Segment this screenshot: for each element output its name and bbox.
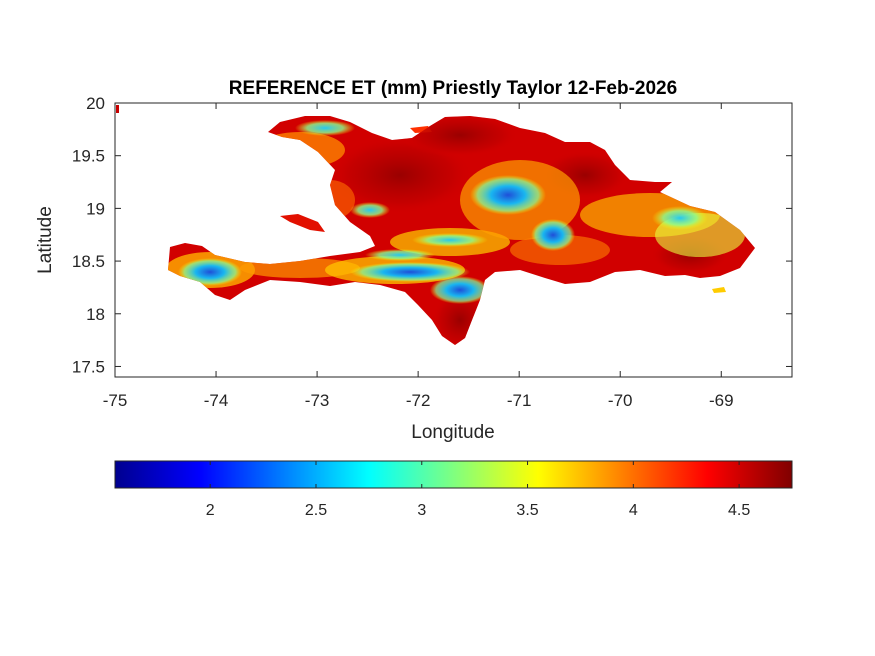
x-tick-label: -72 <box>406 391 431 410</box>
x-tick-label: -69 <box>709 391 734 410</box>
x-tick-label: -71 <box>507 391 532 410</box>
low-et-zone <box>430 276 490 304</box>
y-tick-label: 20 <box>86 94 105 113</box>
colorbar-tick-label: 2.5 <box>305 502 327 519</box>
saona-island <box>712 287 726 293</box>
y-tick-label: 19 <box>86 199 105 218</box>
x-tick-label: -75 <box>103 391 128 410</box>
corner-pixel <box>116 105 119 113</box>
x-axis: -75 -74 -73 -72 -71 -70 -69 <box>103 103 734 410</box>
y-tick-label: 18.5 <box>72 252 105 271</box>
x-tick-label: -73 <box>305 391 330 410</box>
y-tick-label: 18 <box>86 305 105 324</box>
colorbar-tick-label: 3 <box>417 502 426 519</box>
colorbar-tick-label: 3.5 <box>516 502 538 519</box>
low-et-zone <box>295 120 355 136</box>
colorbar-gradient <box>114 460 793 489</box>
low-et-zone <box>531 219 575 251</box>
et-heatmap <box>116 105 755 345</box>
colorbar-tick-label: 4 <box>629 502 638 519</box>
y-axis-label: Latitude <box>35 206 56 274</box>
y-axis: 20 19.5 19 18.5 18 17.5 <box>72 94 792 376</box>
plot-title: REFERENCE ET (mm) Priestly Taylor 12-Feb… <box>229 78 677 99</box>
low-et-zone <box>350 202 390 218</box>
x-tick-label: -74 <box>204 391 229 410</box>
colorbar-ticks: 2 2.5 3 3.5 4 4.5 <box>206 461 750 519</box>
low-et-zone <box>470 175 546 215</box>
low-et-zone <box>350 262 470 282</box>
x-tick-label: -70 <box>608 391 633 410</box>
low-et-zone <box>652 206 708 230</box>
colorbar-tick-label: 4.5 <box>728 502 750 519</box>
y-tick-label: 17.5 <box>72 357 105 376</box>
low-et-zone <box>365 249 435 261</box>
y-tick-label: 19.5 <box>72 147 105 166</box>
colorbar-tick-label: 2 <box>206 502 215 519</box>
low-et-zone <box>412 233 488 247</box>
low-et-zone <box>178 258 242 286</box>
x-axis-label: Longitude <box>411 422 494 443</box>
colorbar: 2 2.5 3 3.5 4 4.5 <box>114 460 793 519</box>
gonave-island <box>280 214 325 232</box>
